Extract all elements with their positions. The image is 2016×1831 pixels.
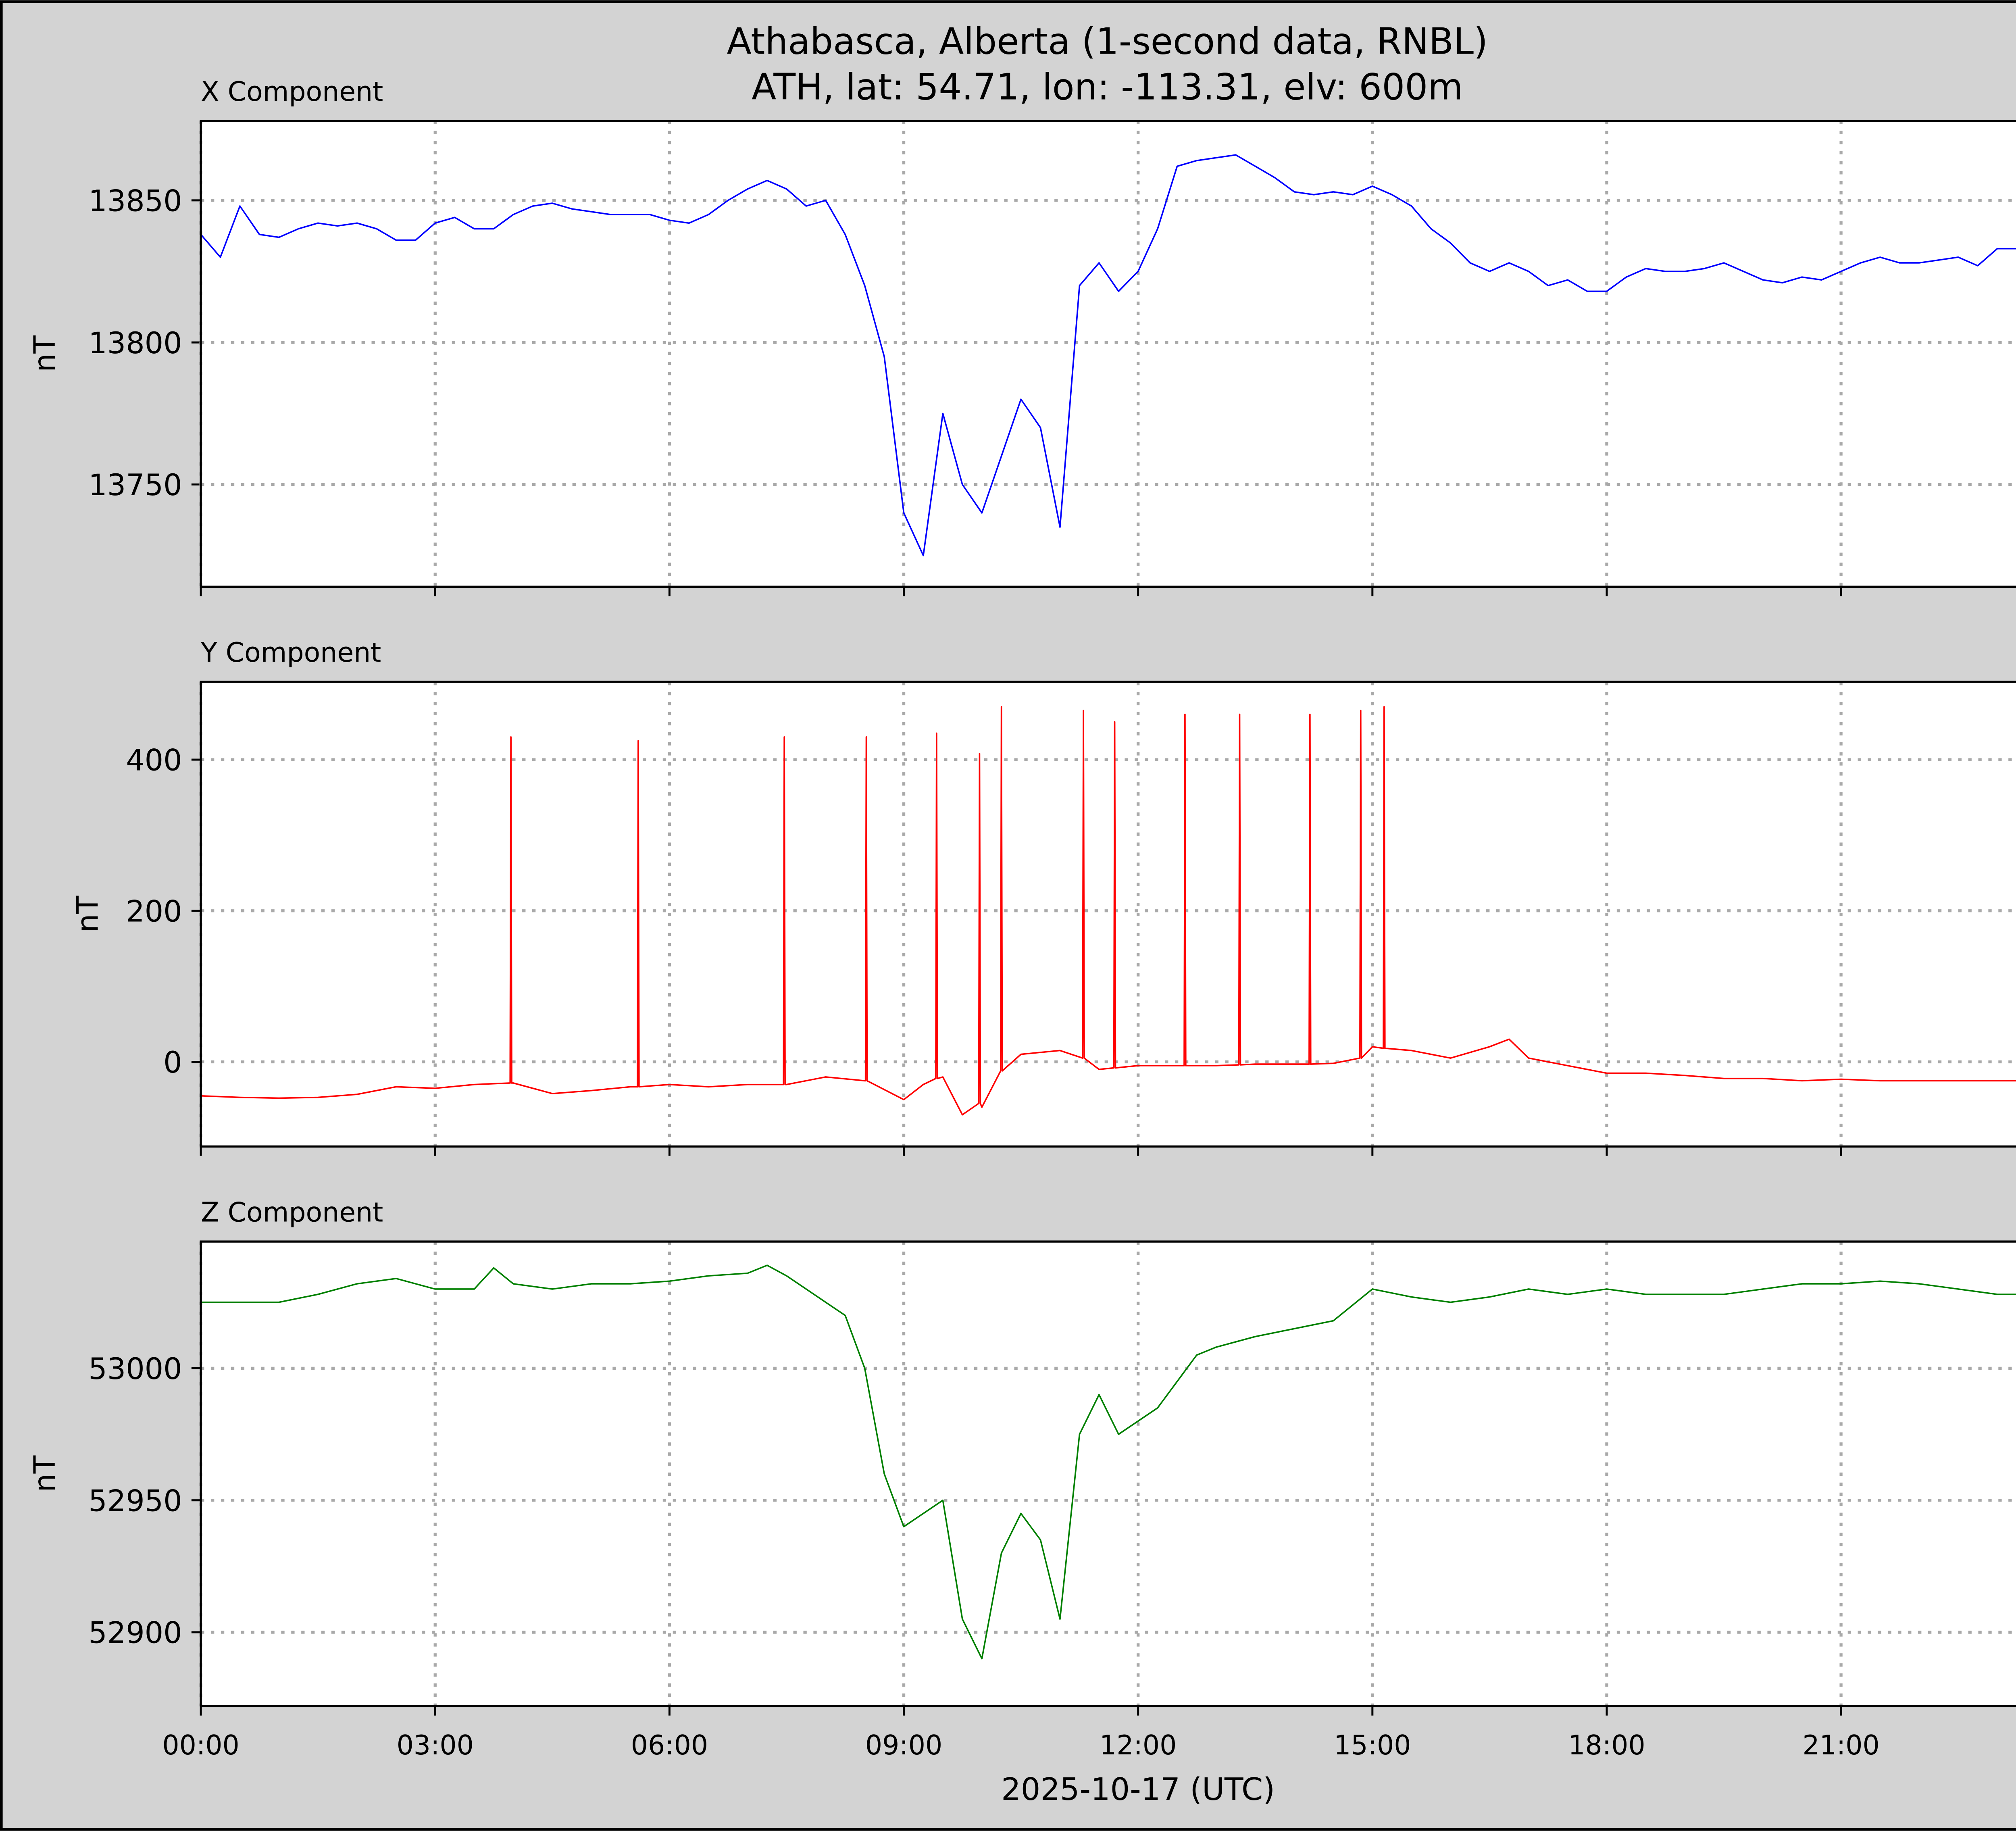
x-tick-label: 12:00 [1100,1729,1177,1761]
plot-frame [200,1240,2016,1708]
figure-subtitle: ATH, lat: 54.71, lon: -113.31, elv: 600m [752,66,1463,108]
x-tick-label: 03:00 [397,1729,474,1761]
plot-area [201,682,2016,1147]
x-axis-label: 2025-10-17 (UTC) [1001,1772,1275,1808]
plot-frame [200,119,2016,588]
y-tick-label: 53000 [88,1352,182,1386]
y-tick-label: 0 [163,1046,182,1080]
x-tick-label: 18:00 [1568,1729,1645,1761]
y-tick-label: 13750 [88,468,182,502]
y-axis-label: nT [28,1455,62,1492]
data-line [201,1264,2016,1660]
plot-frame [200,681,2016,1148]
y-axis-label: nT [28,335,62,372]
plot-area [201,121,2016,587]
plot-area [201,1241,2016,1706]
panel-title: Z Component [201,1196,383,1228]
figure-title: Athabasca, Alberta (1-second data, RNBL) [727,21,1488,63]
y-tick-label: 200 [126,894,182,929]
y-axis-label: nT [71,896,105,932]
x-tick-label: 09:00 [865,1729,942,1761]
data-line [200,154,2016,556]
y-tick-label: 52950 [88,1484,182,1518]
panel-title: Y Component [200,637,381,668]
x-tick-label: 15:00 [1334,1729,1411,1761]
data-line [201,706,2016,1116]
x-tick-label: 00:00 [162,1729,239,1761]
y-tick-label: 13800 [88,326,182,360]
y-tick-label: 13850 [88,184,182,218]
x-tick-label: 06:00 [631,1729,708,1761]
x-tick-label: 21:00 [1802,1729,1879,1761]
panel-title: X Component [201,76,383,107]
y-tick-label: 52900 [88,1616,182,1650]
y-tick-label: 400 [126,744,182,778]
